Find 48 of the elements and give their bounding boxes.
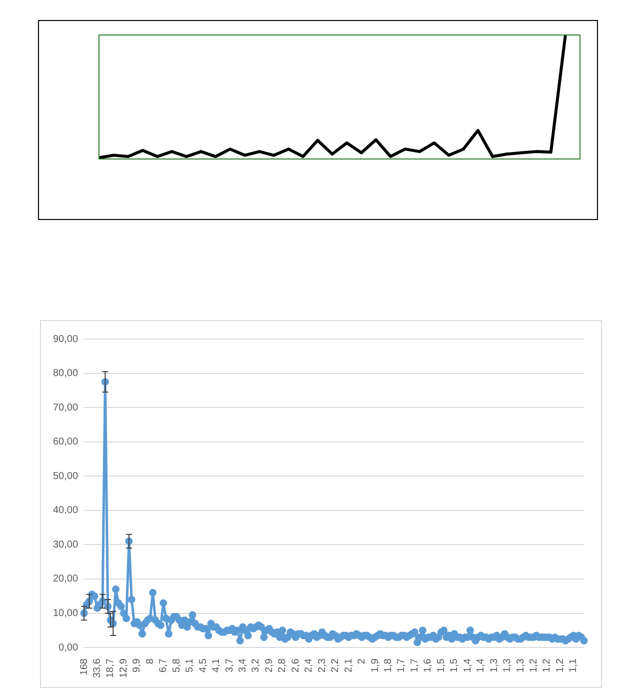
x-tick-label: 2,1 bbox=[343, 658, 354, 672]
x-tick-label: 3,2 bbox=[250, 658, 262, 672]
x-tick-label: 8 bbox=[144, 658, 156, 664]
x-tick-label: 3,4 bbox=[237, 658, 248, 672]
x-tick-label: 1,7 bbox=[396, 658, 408, 672]
x-tick-label: 1,2 bbox=[542, 658, 553, 672]
x-tick-label: 1,2 bbox=[554, 658, 566, 672]
y-tick-label: 0,00 bbox=[58, 642, 78, 654]
x-tick-label: 1,4 bbox=[476, 658, 487, 672]
x-tick-label: 2,4 bbox=[304, 658, 315, 672]
x-tick-label: 5,8 bbox=[171, 658, 182, 672]
x-tick-label: 9,9 bbox=[132, 658, 143, 672]
y-tick-label: 60,00 bbox=[52, 436, 78, 448]
y-tick-label: 90,00 bbox=[52, 334, 78, 345]
x-tick-label: 1,3 bbox=[515, 658, 526, 672]
y-tick-label: 20,00 bbox=[52, 574, 78, 585]
x-tick-label: 1,8 bbox=[382, 658, 394, 672]
x-tick-label: 2,3 bbox=[316, 658, 328, 672]
x-tick-label: 3,7 bbox=[224, 658, 236, 672]
x-tick-label: 33,6 bbox=[92, 658, 103, 678]
x-tick-label: 1,6 bbox=[422, 658, 434, 672]
y-tick-label: 30,00 bbox=[52, 539, 78, 550]
x-tick-label: 1,3 bbox=[502, 658, 514, 672]
y-tick-label: 10,00 bbox=[52, 608, 78, 620]
x-tick-label: 1,5 bbox=[449, 658, 460, 672]
x-tick-label: 12,9 bbox=[118, 658, 130, 678]
y-tick-label: 70,00 bbox=[52, 402, 78, 414]
x-tick-label: 1,9 bbox=[370, 658, 381, 672]
y-tick-label: 80,00 bbox=[52, 368, 78, 380]
x-tick-label: 6,7 bbox=[158, 658, 170, 672]
x-tick-label: 2,8 bbox=[277, 658, 288, 672]
x-tick-label: 1,2 bbox=[528, 658, 540, 672]
y-tick-label: 40,00 bbox=[52, 505, 78, 516]
x-tick-label: 1,3 bbox=[488, 658, 500, 672]
y-tick-label: 50,00 bbox=[52, 470, 78, 482]
x-tick-label: 1,1 bbox=[568, 658, 580, 672]
x-tick-label: 2 bbox=[356, 658, 368, 664]
x-tick-label: 168 bbox=[78, 658, 90, 676]
x-tick-label: 18,7 bbox=[105, 658, 116, 678]
x-tick-label: 1,7 bbox=[409, 658, 420, 672]
x-tick-label: 5,1 bbox=[184, 658, 196, 672]
x-tick-label: 2,2 bbox=[330, 658, 342, 672]
x-tick-label: 2,6 bbox=[290, 658, 302, 672]
x-tick-label: 4,5 bbox=[198, 658, 209, 672]
x-tick-label: 4,1 bbox=[211, 658, 222, 672]
x-tick-label: 1,5 bbox=[436, 658, 447, 672]
x-tick-label: 1,4 bbox=[462, 658, 474, 672]
x-tick-label: 2,9 bbox=[264, 658, 275, 672]
